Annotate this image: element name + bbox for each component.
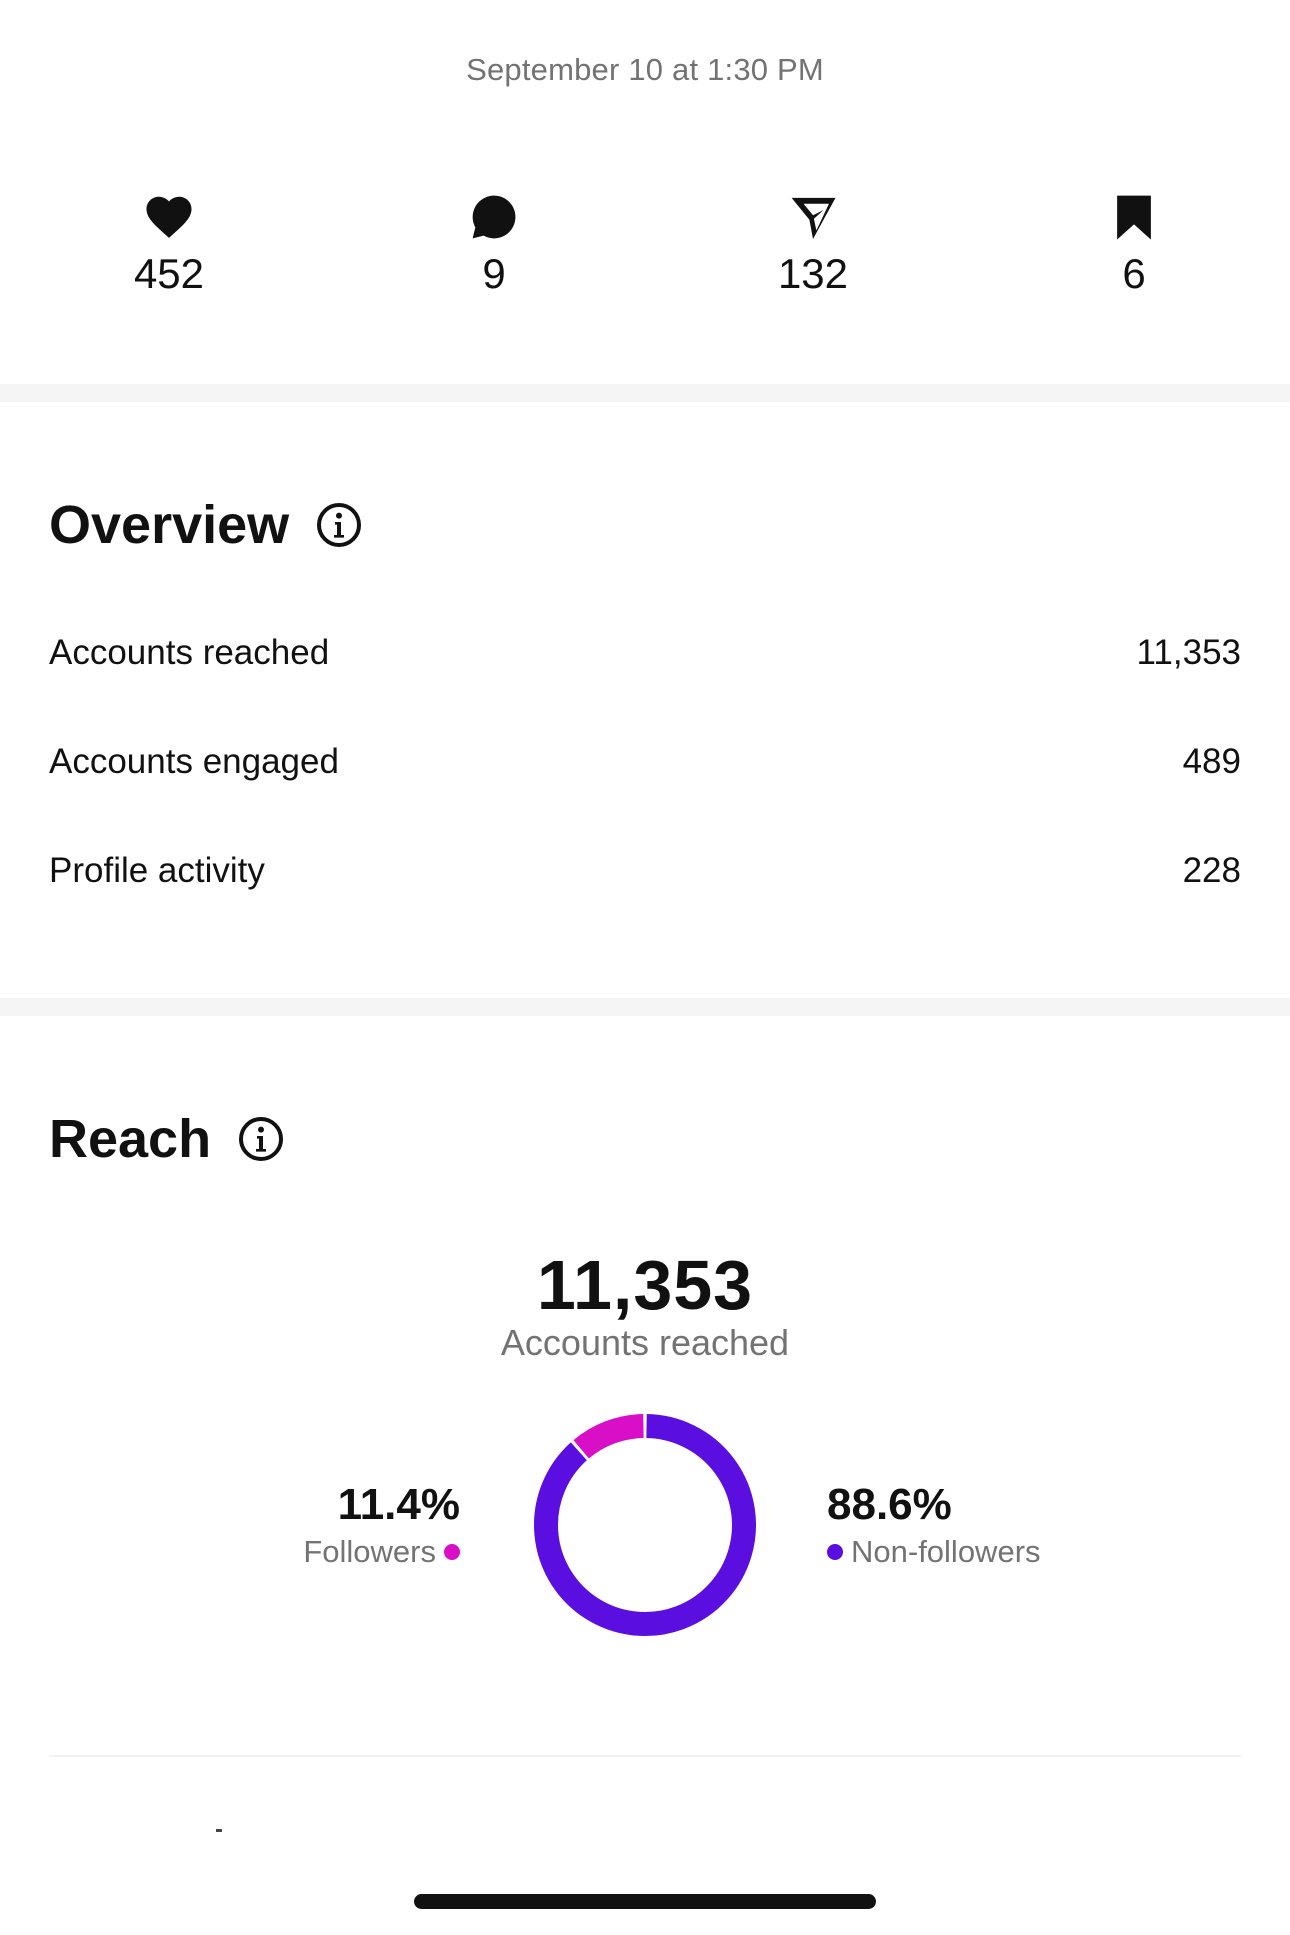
row-label: Accounts reached (49, 633, 330, 672)
overview-row-profile-activity[interactable]: Profile activity 228 (49, 851, 1241, 911)
cut-off-content (216, 1829, 222, 1832)
shares-stat[interactable]: 132 (713, 190, 913, 298)
bookmark-icon (1107, 190, 1161, 244)
followers-label: Followers (303, 1534, 436, 1569)
home-indicator[interactable] (414, 1894, 876, 1909)
followers-legend: 11.4% Followers (303, 1480, 460, 1570)
saves-stat[interactable]: 6 (1034, 190, 1234, 298)
saves-count: 6 (1122, 250, 1146, 297)
row-value: 228 (1182, 851, 1241, 890)
non-followers-percent: 88.6% (827, 1480, 952, 1529)
reach-title: Reach (49, 1109, 212, 1169)
share-icon (786, 190, 840, 244)
row-label: Profile activity (49, 851, 265, 890)
section-divider (0, 384, 1290, 402)
reach-section-title: Reach (49, 1108, 285, 1170)
section-divider (0, 998, 1290, 1016)
comments-stat[interactable]: 9 (394, 190, 594, 298)
non-followers-dot (827, 1544, 843, 1560)
post-timestamp: September 10 at 1:30 PM (466, 52, 824, 87)
followers-dot (444, 1544, 460, 1560)
reach-total: 11,353 (536, 1246, 754, 1324)
reach-donut-chart (530, 1410, 760, 1640)
overview-title: Overview (49, 495, 290, 555)
likes-stat[interactable]: 452 (69, 190, 269, 298)
section-separator (49, 1755, 1241, 1757)
heart-icon (142, 190, 196, 244)
likes-count: 452 (133, 250, 205, 297)
comments-count: 9 (482, 250, 506, 297)
followers-slice (573, 1414, 645, 1459)
comment-icon (467, 190, 521, 244)
reach-total-label: Accounts reached (500, 1322, 790, 1363)
interaction-stats: 452 9 132 6 (0, 190, 1290, 320)
info-icon[interactable] (237, 1115, 285, 1163)
overview-row-accounts-reached[interactable]: Accounts reached 11,353 (49, 633, 1241, 693)
overview-section-title: Overview (49, 494, 363, 556)
overview-row-accounts-engaged[interactable]: Accounts engaged 489 (49, 742, 1241, 802)
followers-percent: 11.4% (337, 1480, 460, 1529)
non-followers-legend: 88.6% Non-followers (827, 1480, 1041, 1570)
shares-count: 132 (777, 250, 849, 297)
row-value: 489 (1182, 742, 1241, 781)
row-label: Accounts engaged (49, 742, 339, 781)
info-icon[interactable] (315, 501, 363, 549)
row-value: 11,353 (1136, 633, 1241, 672)
non-followers-label: Non-followers (851, 1534, 1041, 1569)
non-followers-slice (534, 1414, 756, 1636)
